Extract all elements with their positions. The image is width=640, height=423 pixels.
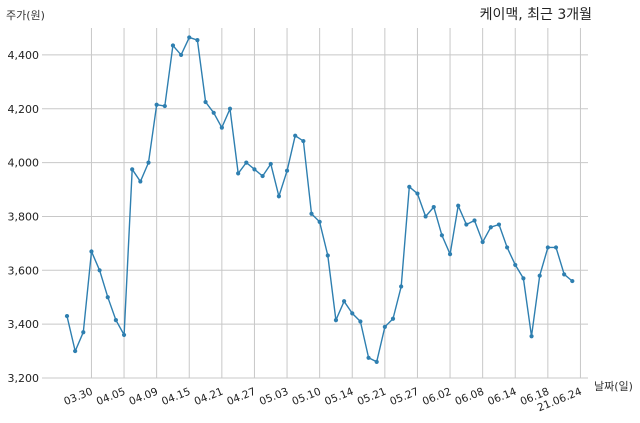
data-point [170, 43, 176, 48]
data-point [407, 184, 412, 189]
data-point [81, 330, 86, 335]
data-point [439, 233, 444, 238]
data-point [431, 204, 436, 210]
data-point [146, 160, 151, 165]
data-point [529, 334, 534, 339]
data-point [203, 99, 208, 105]
data-point [545, 245, 550, 250]
data-point [227, 106, 233, 111]
data-point [496, 222, 502, 227]
data-point [317, 219, 322, 224]
data-point [105, 295, 110, 300]
data-point [73, 348, 78, 354]
data-point [284, 168, 290, 173]
data-point [276, 194, 281, 199]
x-tick-label: 04.09 [127, 386, 159, 408]
x-axis-label: 날짜(일) [594, 380, 633, 393]
data-point [350, 311, 355, 316]
data-point [162, 103, 167, 109]
x-tick-label: 03.30 [62, 386, 94, 408]
y-tick-label: 3,800 [8, 210, 40, 223]
data-point [342, 299, 347, 304]
y-tick-label: 4,000 [8, 157, 40, 170]
data-point [447, 252, 453, 257]
data-point [121, 332, 127, 338]
x-tick-label: 06.14 [486, 386, 519, 409]
y-tick-label: 3,200 [8, 372, 40, 385]
x-tick-label: 06.02 [421, 386, 453, 408]
x-tick-label: 04.27 [225, 386, 257, 408]
data-point [423, 214, 428, 219]
x-tick-label: 06.08 [453, 386, 485, 408]
data-point [325, 253, 330, 258]
x-tick-label: 04.05 [95, 386, 127, 408]
data-point [113, 318, 118, 323]
x-tick-label: 05.21 [356, 386, 388, 408]
data-point [138, 179, 143, 184]
x-tick-label: 05.03 [258, 386, 290, 408]
data-point [64, 313, 70, 319]
data-point [399, 284, 404, 289]
data-point [374, 359, 379, 364]
x-tick-label: 05.27 [388, 386, 420, 408]
data-point [211, 110, 216, 115]
data-point [480, 239, 485, 245]
data-point [553, 245, 559, 250]
data-point [130, 167, 135, 172]
y-tick-label: 4,200 [8, 103, 40, 116]
data-point [366, 355, 371, 360]
data-point [301, 138, 306, 144]
x-tick-label: 05.14 [323, 386, 356, 409]
data-point [89, 249, 94, 254]
data-point [562, 272, 567, 277]
data-point [236, 171, 241, 176]
data-point [456, 203, 461, 208]
x-tick-label: 04.15 [160, 386, 192, 408]
y-tick-label: 3,600 [8, 264, 40, 277]
data-point [358, 319, 363, 324]
data-point [415, 191, 420, 196]
data-point [488, 225, 493, 230]
data-point [333, 318, 339, 323]
data-point [472, 218, 477, 223]
data-point [521, 276, 526, 281]
data-point [293, 133, 298, 138]
data-point [505, 245, 510, 250]
x-tick-label: 04.21 [193, 386, 225, 408]
data-point [309, 211, 314, 216]
data-point [195, 38, 200, 43]
data-point [219, 125, 224, 130]
y-tick-label: 3,400 [8, 318, 40, 331]
data-point [513, 262, 518, 268]
data-point [390, 316, 396, 321]
data-point [187, 35, 192, 40]
data-point [244, 160, 249, 165]
data-point [260, 173, 265, 179]
data-point [268, 161, 273, 167]
data-point [154, 102, 159, 107]
data-point [570, 278, 575, 284]
data-point [464, 222, 469, 227]
y-tick-label: 4,400 [8, 49, 40, 62]
data-point [179, 52, 184, 58]
x-tick-label: 05.10 [290, 386, 322, 408]
data-point [537, 273, 542, 278]
data-point [252, 167, 257, 172]
data-point [382, 324, 387, 329]
data-point [97, 268, 102, 273]
chart-title: 케이맥, 최근 3개월 [479, 7, 592, 23]
y-axis-label: 주가(원) [6, 9, 45, 22]
